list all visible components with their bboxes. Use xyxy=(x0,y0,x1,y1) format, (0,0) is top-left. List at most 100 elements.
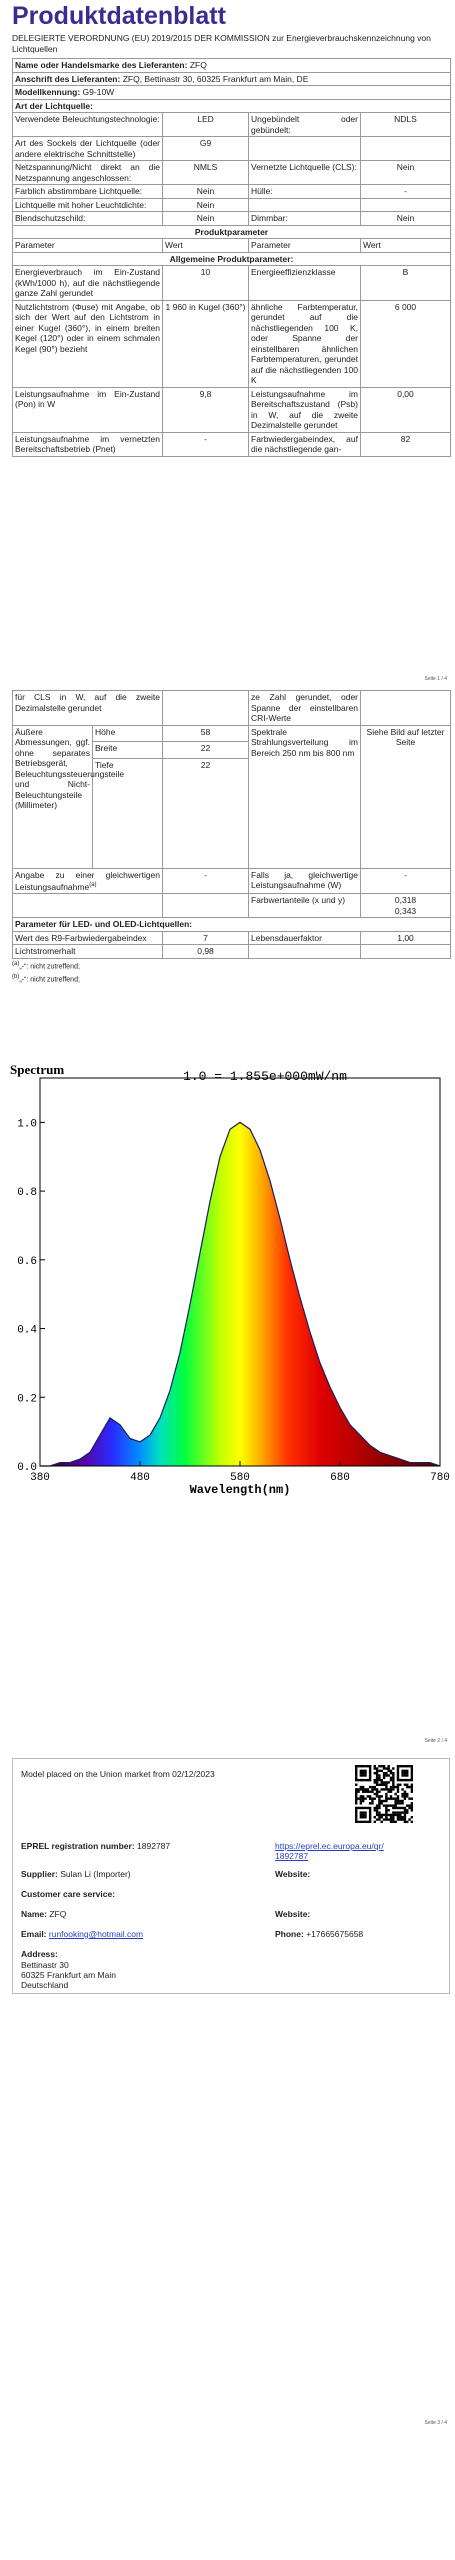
qr-module xyxy=(399,1765,402,1768)
qr-module xyxy=(387,1767,390,1770)
qr-module xyxy=(364,1778,367,1782)
qr-module xyxy=(387,1813,390,1817)
qr-module xyxy=(380,1820,383,1823)
qr-module xyxy=(359,1765,363,1768)
qr-module xyxy=(355,1818,358,1821)
table-row: Modellkennung: G9-10W xyxy=(12,85,451,100)
table-row: Name oder Handelsmarke des Lieferanten: … xyxy=(12,58,451,73)
qr-module xyxy=(373,1785,376,1789)
qr-module xyxy=(401,1799,404,1803)
qr-module xyxy=(361,1811,365,1814)
note-mark: (a) xyxy=(12,960,20,967)
text-block: Website: xyxy=(275,1909,311,1919)
qr-module xyxy=(378,1795,381,1798)
text-block: Seite 1 / 4 xyxy=(424,676,447,682)
qr-module xyxy=(396,1806,400,1810)
qr-module xyxy=(361,1788,365,1791)
table-cell: Lichtstromerhalt xyxy=(11,944,164,959)
qr-module xyxy=(408,1785,411,1789)
qr-module xyxy=(385,1816,388,1819)
table-cell: 1,00 xyxy=(360,930,452,946)
qr-module xyxy=(375,1788,379,1791)
qr-module xyxy=(380,1765,383,1768)
text-block: https://eprel.ec.europa.eu/qr/1892787 xyxy=(275,1841,385,1861)
data-table-continued: für CLS in W, auf die zweite Dezimalstel… xyxy=(11,690,452,959)
qr-module xyxy=(410,1765,413,1768)
table-cell: Lichtquelle mit hoher Leuchtdichte: xyxy=(12,197,163,212)
qr-module xyxy=(387,1774,390,1777)
table-cell: Energieverbrauch im Ein-Zustand (kWh/100… xyxy=(12,265,163,301)
x-axis-label: Wavelength(nm) xyxy=(190,1483,291,1497)
qr-module xyxy=(373,1797,376,1800)
qr-module xyxy=(385,1781,388,1784)
qr-module xyxy=(364,1797,367,1800)
qr-module xyxy=(355,1792,358,1796)
qr-module xyxy=(394,1785,397,1789)
table-cell: Art des Sockels der Lichtquelle (oder an… xyxy=(12,136,163,161)
qr-module xyxy=(378,1799,381,1803)
qr-module xyxy=(368,1797,372,1800)
qr-module xyxy=(385,1813,388,1817)
table-cell: Nein xyxy=(360,160,451,185)
table-cell: 82 xyxy=(360,431,451,457)
email-link[interactable]: runfooking@hotmail.com xyxy=(48,1929,144,1939)
table-cell xyxy=(360,197,451,212)
qr-module xyxy=(396,1797,400,1800)
qr-module xyxy=(401,1788,404,1791)
qr-module xyxy=(378,1776,381,1780)
qr-module xyxy=(410,1785,413,1789)
eprel-link[interactable]: https://eprel.ec.europa.eu/qr/1892787 xyxy=(275,1841,384,1861)
table-cell: Leistungsaufnahme im vernetzten Bereitsc… xyxy=(12,431,163,457)
qr-module xyxy=(355,1811,358,1814)
table-row: Leistungsaufnahme im vernetzten Bereitsc… xyxy=(12,431,451,457)
qr-module xyxy=(368,1767,372,1770)
qr-module xyxy=(396,1795,400,1798)
table-row: Farblich abstimmbare Lichtquelle: Nein Hül… xyxy=(12,184,451,199)
qr-module xyxy=(410,1767,413,1770)
qr-module xyxy=(394,1806,397,1810)
table-cell: Spektrale Strahlungsverteilung im Bereic… xyxy=(248,724,362,869)
qr-module xyxy=(394,1802,397,1805)
qr-module xyxy=(410,1783,413,1786)
text-block: Seite 2 / 4 xyxy=(424,1738,447,1744)
qr-module xyxy=(410,1771,413,1775)
table-cell: Wert xyxy=(360,238,451,253)
qr-module xyxy=(375,1806,379,1810)
qr-module xyxy=(387,1765,390,1768)
qr-module xyxy=(355,1771,358,1775)
qr-module xyxy=(378,1804,381,1807)
y-tick-label: 0.6 xyxy=(17,1256,37,1268)
qr-module xyxy=(389,1816,393,1819)
qr-module xyxy=(396,1818,400,1821)
qr-module xyxy=(396,1776,400,1780)
qr-module xyxy=(355,1813,358,1817)
text-block: Email: runfooking@hotmail.com xyxy=(21,1929,143,1939)
qr-module xyxy=(355,1809,358,1812)
table-cell: 22 xyxy=(162,757,250,869)
table-cell: Höhe xyxy=(91,724,164,742)
qr-module xyxy=(394,1811,397,1814)
qr-module xyxy=(355,1797,358,1800)
text: „-“: nicht zutreffend; xyxy=(19,963,80,971)
text: 1892787 xyxy=(137,1841,171,1851)
qr-module xyxy=(389,1771,393,1775)
qr-module xyxy=(375,1776,379,1780)
table-cell: Modellkennung: G9-10W xyxy=(12,85,451,100)
table-row: Nutzlichtstrom (Φuse) mit Angabe, ob sic… xyxy=(12,299,451,388)
qr-module xyxy=(387,1769,390,1773)
qr-module xyxy=(371,1785,374,1789)
qr-module xyxy=(378,1769,381,1773)
qr-module xyxy=(385,1767,388,1770)
table-body: für CLS in W, auf die zweite Dezimalstel… xyxy=(11,690,452,959)
qr-module xyxy=(389,1778,393,1782)
table-cell: LED xyxy=(162,112,249,137)
qr-module xyxy=(359,1774,363,1777)
qr-module xyxy=(361,1765,365,1768)
qr-module xyxy=(355,1806,358,1810)
table-cell xyxy=(360,944,452,959)
qr-module xyxy=(355,1774,358,1777)
qr-module xyxy=(364,1765,367,1768)
qr-module xyxy=(392,1788,395,1791)
qr-module xyxy=(406,1783,409,1786)
text: Deutschland xyxy=(21,1980,69,1990)
